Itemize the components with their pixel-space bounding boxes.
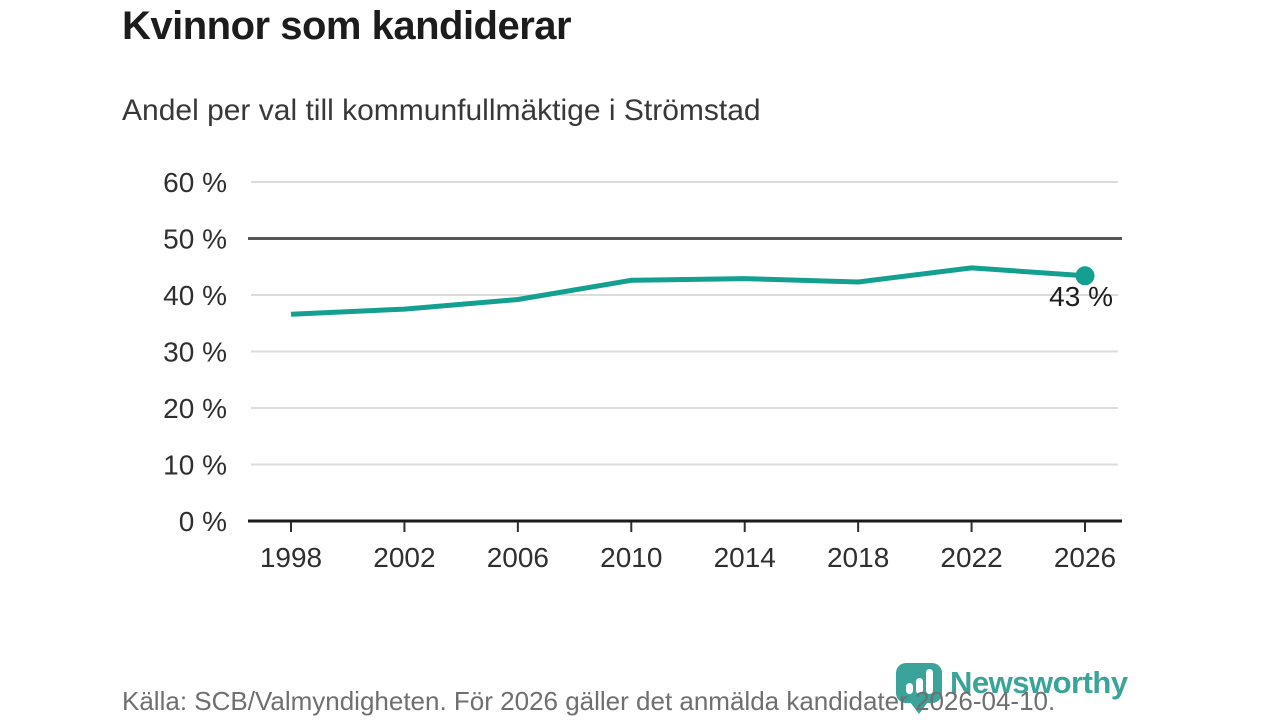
x-tick-label: 2002	[373, 542, 435, 573]
chart-title: Kvinnor som kandiderar	[122, 4, 572, 48]
newsworthy-logo: Newsworthy	[896, 663, 1128, 714]
y-tick-label: 20 %	[163, 393, 227, 424]
end-value-label: 43 %	[1049, 281, 1113, 312]
y-tick-label: 30 %	[163, 337, 227, 368]
source-note: Källa: SCB/Valmyndigheten. För 2026 gäll…	[122, 686, 1056, 716]
x-tick-label: 2010	[600, 542, 662, 573]
newsworthy-pin-chart-icon	[896, 663, 942, 714]
x-tick-label: 2006	[487, 542, 549, 573]
y-tick-label: 50 %	[163, 224, 227, 255]
y-tick-label: 10 %	[163, 450, 227, 481]
end-point-marker	[1075, 266, 1095, 286]
newsworthy-wordmark: Newsworthy	[950, 665, 1128, 700]
chart-subtitle: Andel per val till kommunfullmäktige i S…	[122, 94, 761, 127]
x-tick-label: 2014	[714, 542, 776, 573]
data-line	[290, 265, 1086, 317]
x-tick-label: 1998	[260, 542, 322, 573]
y-tick-label: 40 %	[163, 280, 227, 311]
x-tick-label: 2018	[827, 542, 889, 573]
x-tick-label: 2022	[940, 542, 1002, 573]
y-tick-label: 60 %	[163, 167, 227, 198]
y-tick-label: 0 %	[179, 506, 227, 537]
x-tick-label: 2026	[1054, 542, 1116, 573]
